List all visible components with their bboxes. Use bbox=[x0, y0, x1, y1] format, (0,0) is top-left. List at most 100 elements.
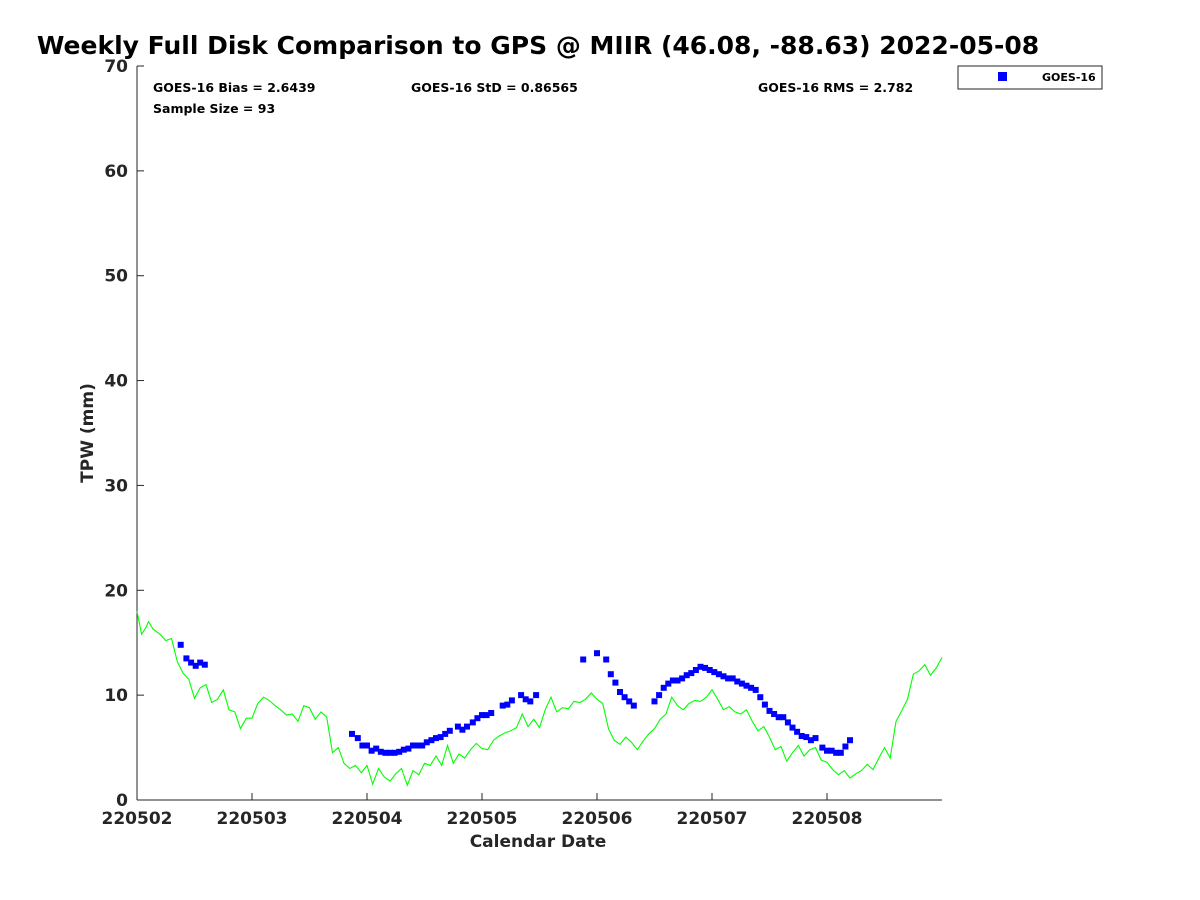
goes16-point bbox=[183, 655, 190, 662]
goes16-point bbox=[349, 730, 355, 737]
goes16-point bbox=[734, 678, 741, 685]
goes16-point bbox=[580, 656, 587, 663]
goes16-point bbox=[738, 680, 745, 687]
x-tick-label: 220504 bbox=[332, 809, 403, 829]
goes16-point bbox=[775, 714, 782, 721]
goes16-point bbox=[464, 723, 470, 730]
legend-label-goes16: GOES-16 bbox=[1042, 71, 1096, 84]
goes16-point bbox=[665, 680, 672, 687]
goes16-point bbox=[621, 694, 628, 701]
y-tick-label: 0 bbox=[116, 791, 128, 811]
goes16-point bbox=[518, 692, 525, 699]
goes16-point bbox=[607, 671, 614, 678]
goes16-point bbox=[784, 719, 791, 726]
x-axis-ticks: 220502 220503 220504 220505 220506 220507 2205… bbox=[102, 793, 863, 829]
goes16-point bbox=[419, 742, 426, 749]
goes16-point bbox=[474, 715, 481, 722]
goes16-point bbox=[522, 696, 529, 703]
x-tick-label: 220503 bbox=[217, 809, 288, 829]
goes16-point bbox=[842, 743, 849, 750]
goes16-point bbox=[188, 659, 195, 666]
y-tick-label: 40 bbox=[104, 372, 128, 392]
x-axis-label: Calendar Date bbox=[470, 832, 607, 852]
goes16-point bbox=[837, 749, 844, 756]
y-tick-label: 10 bbox=[104, 686, 128, 706]
goes16-point bbox=[454, 723, 461, 730]
goes16-point bbox=[488, 710, 495, 716]
goes16-point bbox=[201, 661, 208, 668]
goes16-point bbox=[702, 664, 709, 671]
goes16-point bbox=[446, 727, 453, 734]
goes16-point bbox=[359, 742, 366, 749]
goes16-point bbox=[354, 735, 361, 742]
x-tick-label: 220505 bbox=[447, 809, 518, 829]
goes16-point bbox=[656, 692, 663, 699]
goes16-point bbox=[720, 673, 727, 680]
goes16-point bbox=[527, 698, 534, 705]
goes16-point bbox=[803, 734, 810, 741]
goes16-point bbox=[400, 746, 407, 753]
chart-title: Weekly Full Disk Comparison to GPS @ MII… bbox=[37, 31, 1039, 60]
goes16-point bbox=[743, 682, 750, 689]
goes16-point bbox=[794, 728, 801, 735]
goes16-point bbox=[833, 749, 840, 756]
goes16-point bbox=[771, 711, 778, 717]
y-tick-label: 50 bbox=[104, 267, 128, 287]
goes16-point bbox=[437, 734, 444, 741]
goes16-point bbox=[798, 733, 805, 739]
y-tick-label: 70 bbox=[104, 57, 128, 77]
goes16-point bbox=[594, 650, 600, 657]
goes16-point bbox=[428, 737, 435, 744]
goes16-point bbox=[660, 684, 667, 691]
goes16-point bbox=[630, 702, 637, 709]
goes16-point bbox=[405, 745, 412, 752]
goes16-point bbox=[688, 670, 695, 677]
goes16-point bbox=[683, 672, 690, 679]
goes16-point bbox=[651, 698, 658, 705]
x-tick-label: 220506 bbox=[562, 809, 633, 829]
goes16-point bbox=[626, 698, 633, 705]
bias-stat: GOES-16 Bias = 2.6439 bbox=[153, 80, 315, 95]
goes16-point bbox=[197, 659, 204, 666]
goes16-point bbox=[617, 689, 623, 695]
goes16-point bbox=[423, 739, 430, 746]
goes16-point bbox=[692, 667, 699, 673]
goes16-point bbox=[459, 726, 466, 733]
goes16-point bbox=[679, 675, 686, 682]
goes16-point bbox=[812, 735, 819, 742]
legend-box bbox=[957, 65, 1103, 90]
rms-stat: GOES-16 RMS = 2.782 bbox=[758, 80, 913, 95]
goes16-point bbox=[757, 694, 764, 701]
goes16-point bbox=[706, 667, 713, 673]
goes16-point bbox=[766, 707, 773, 714]
goes16-point bbox=[715, 671, 722, 678]
goes16-point bbox=[387, 749, 393, 756]
goes16-point bbox=[391, 749, 398, 756]
goes16-point bbox=[789, 724, 796, 731]
y-tick-label: 30 bbox=[104, 476, 128, 496]
goes16-point bbox=[508, 697, 515, 704]
goes16-point bbox=[748, 684, 755, 691]
goes16-point bbox=[725, 675, 732, 682]
goes16-point bbox=[603, 656, 610, 663]
goes16-point bbox=[669, 677, 676, 684]
gps-series-line bbox=[136, 611, 943, 787]
goes16-point bbox=[807, 737, 814, 744]
goes16-point bbox=[483, 712, 490, 719]
goes16-point bbox=[433, 735, 439, 742]
goes16-point bbox=[396, 748, 403, 755]
goes16-point bbox=[442, 730, 449, 737]
y-tick-label: 60 bbox=[104, 162, 128, 182]
goes16-point bbox=[533, 692, 540, 699]
goes16-point bbox=[828, 747, 835, 754]
goes16-point bbox=[504, 701, 511, 708]
x-tick-label: 220502 bbox=[102, 809, 173, 829]
y-axis-ticks: 0 10 20 30 40 50 60 70 bbox=[104, 57, 144, 811]
goes16-point bbox=[711, 669, 718, 676]
goes16-point bbox=[410, 742, 416, 749]
x-tick-label: 220508 bbox=[792, 809, 863, 829]
y-axis-label: TPW (mm) bbox=[78, 383, 98, 483]
goes16-point bbox=[674, 677, 681, 684]
goes16-point bbox=[697, 663, 704, 670]
sample-size-stat: Sample Size = 93 bbox=[153, 101, 275, 116]
